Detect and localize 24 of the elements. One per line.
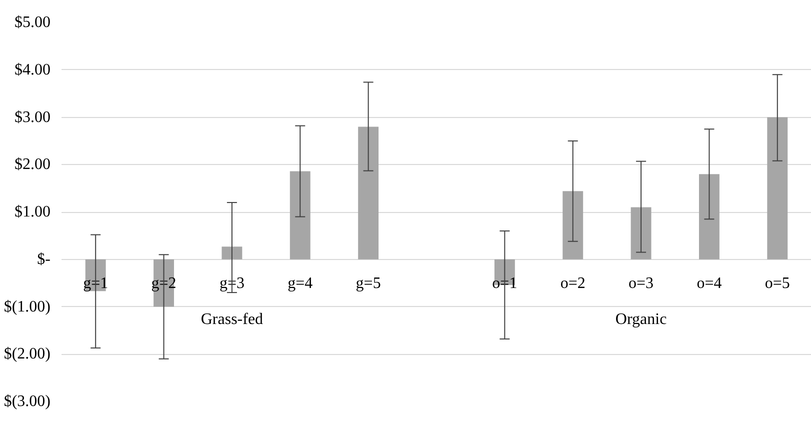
y-tick-label: $5.00 (14, 14, 50, 31)
y-tick-label: $4.00 (14, 61, 50, 78)
y-tick-label: $1.00 (14, 204, 50, 220)
bar (630, 207, 652, 260)
y-tick-label: $3.00 (14, 108, 50, 126)
annotation: Organic (615, 310, 667, 328)
y-tick-label: $(3.00) (4, 393, 50, 410)
bar (767, 117, 788, 260)
bar (562, 191, 584, 260)
x-tick-label: o=2 (560, 274, 586, 292)
annotation: Grass-fed (200, 310, 264, 328)
x-tick-label: g=5 (356, 274, 381, 292)
x-tick-label: o=3 (628, 274, 654, 292)
y-tick-label: $2.00 (14, 156, 50, 174)
y-tick-label: $- (37, 250, 50, 268)
bar (358, 126, 379, 260)
bar (699, 174, 720, 260)
y-tick-label: $(2.00) (4, 346, 50, 363)
x-tick-label: o=4 (696, 274, 722, 292)
x-tick-label: o=5 (764, 274, 790, 292)
bar (290, 171, 310, 260)
y-tick-label: $(1.00) (4, 298, 50, 316)
x-tick-label: g=4 (288, 274, 313, 292)
bar (222, 246, 242, 260)
